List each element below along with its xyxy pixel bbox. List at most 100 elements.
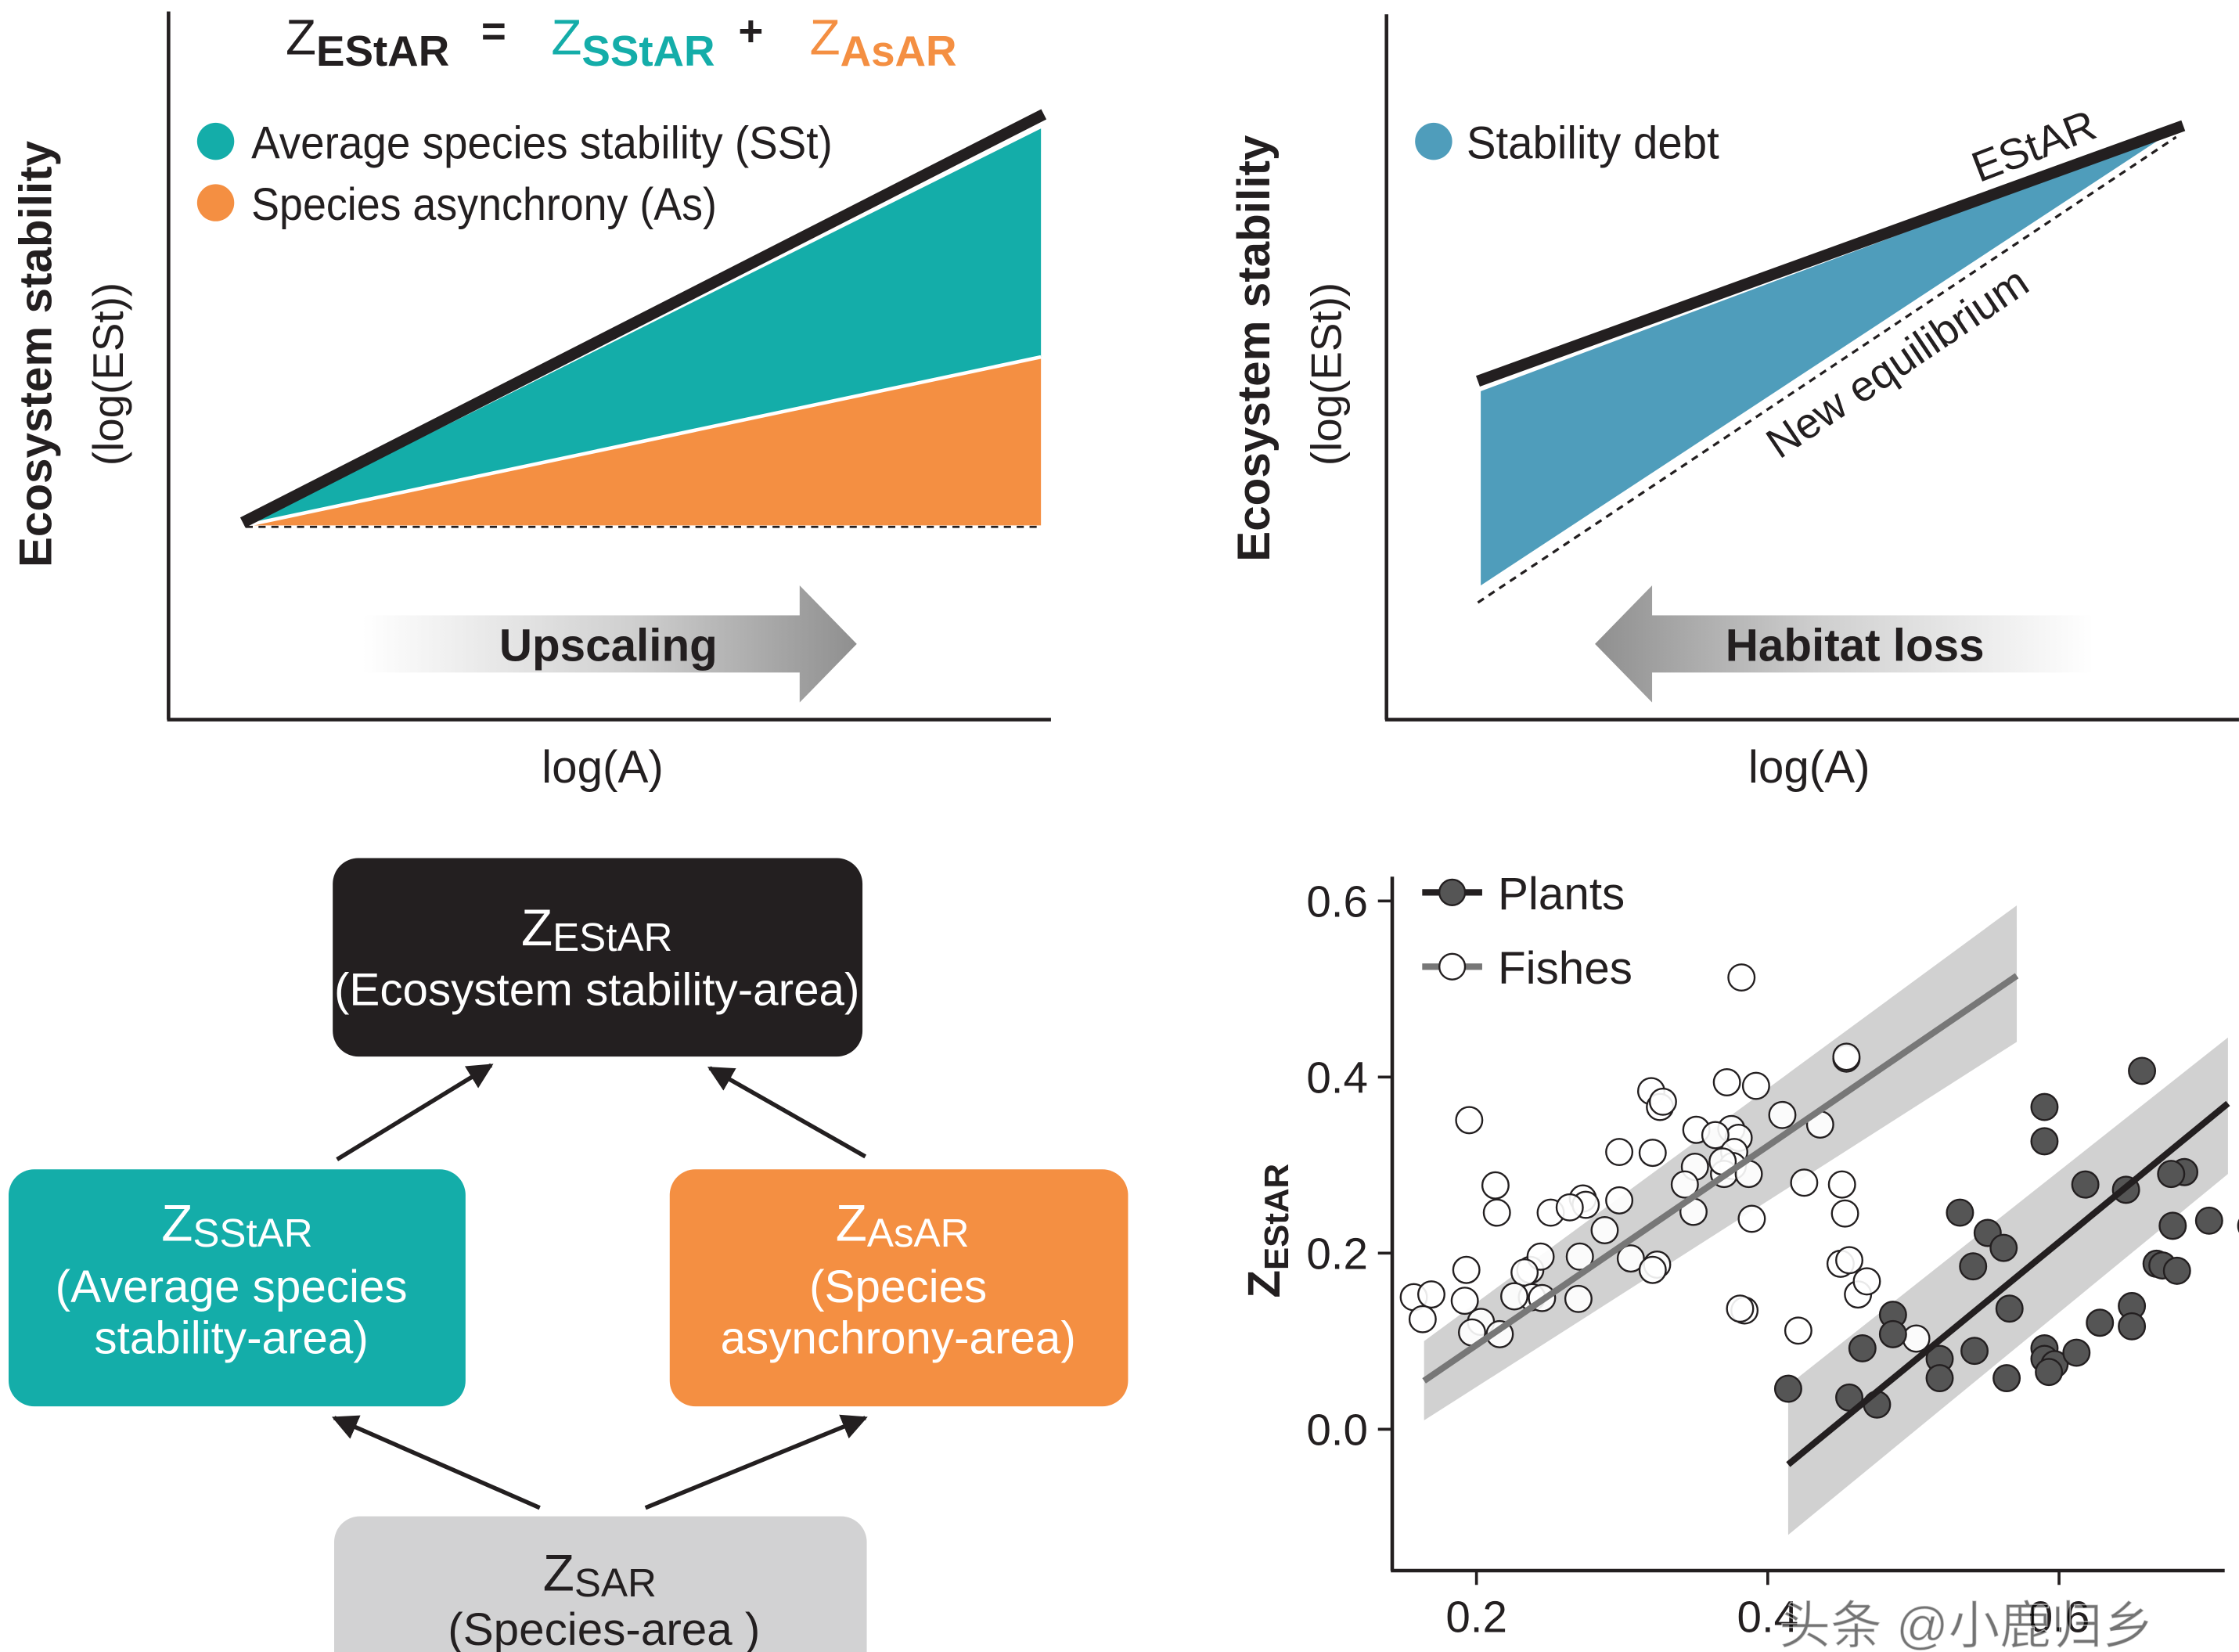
estar-box	[333, 858, 863, 1057]
plants-point	[1946, 1198, 1974, 1227]
eq-z-asar: ZAsAR	[810, 9, 957, 75]
legend-debt-label: Stability debt	[1467, 118, 1719, 169]
plants-point	[1960, 1337, 1989, 1366]
legend-fishes-label: Fishes	[1498, 943, 1632, 994]
plants-point	[2194, 1206, 2223, 1235]
panel-b: Stability debt EStAR New equilibrium Eco…	[1229, 14, 2239, 793]
eq-z-sstar: ZSStAR	[551, 9, 715, 75]
fishes-point	[1605, 1138, 1634, 1167]
plants-point	[2162, 1256, 2191, 1285]
fishes-point	[1555, 1193, 1584, 1222]
upscaling-arrow	[362, 585, 857, 703]
panel-a-ylabel: Ecosystem stability	[11, 140, 62, 567]
fishes-point	[1590, 1216, 1619, 1245]
y-tick-label: 0.6	[1306, 876, 1368, 926]
plants-point	[2035, 1358, 2064, 1387]
plants-point	[2158, 1211, 2187, 1240]
sar-box	[334, 1516, 867, 1652]
fishes-point	[1452, 1255, 1481, 1284]
fishes-point	[1741, 1071, 1770, 1100]
upscaling-label: Upscaling	[499, 621, 718, 671]
eq-z-estar: ZEStAR	[286, 9, 449, 75]
y-tick-label: 0.2	[1306, 1229, 1368, 1278]
estar-line-b	[1475, 120, 2186, 387]
plants-point	[1925, 1364, 1954, 1393]
plants-point	[1992, 1364, 2021, 1393]
axis-ticks: 0.2 0.4 0.6 0.0 0.2 0.4 0.6	[1306, 876, 2090, 1641]
fishes-point	[1712, 1068, 1741, 1096]
panel-b-xlabel: log(A)	[1748, 742, 1870, 793]
fishes-point	[1852, 1267, 1881, 1296]
legend-debt-swatch	[1415, 122, 1452, 160]
fishes-point	[1481, 1171, 1510, 1200]
sar-box-title: ZSAR	[543, 1545, 657, 1605]
fishes-point	[1408, 1305, 1437, 1333]
watermark-text: 头条 @小鹿归乡	[1779, 1597, 2154, 1652]
equilibrium-line	[1477, 135, 2177, 604]
plants-point	[2157, 1160, 2186, 1189]
fishes-point	[1701, 1121, 1730, 1150]
arrow-sar-to-sstar	[331, 1415, 541, 1510]
fishes-point	[1455, 1106, 1484, 1135]
plants-point	[1959, 1252, 1988, 1281]
plants-point	[1773, 1374, 1802, 1403]
y-tick-label: 0.0	[1306, 1405, 1368, 1454]
plants-fit-line	[1786, 1100, 2230, 1467]
panel-b-ylabel: Ecosystem stability	[1229, 135, 1280, 562]
plants-point	[2030, 1092, 2059, 1121]
fishes-point	[1638, 1255, 1667, 1284]
legend-fishes-marker	[1438, 952, 1467, 981]
fishes-point	[1638, 1139, 1667, 1168]
estar-box-desc: (Ecosystem stability-area)	[334, 964, 859, 1015]
panel-b-ylabel-sub: (log(ESt))	[1301, 283, 1350, 466]
x-tick-label: 0.4	[1737, 1592, 1799, 1641]
plants-point	[2030, 1127, 2059, 1156]
eq-plus: +	[738, 6, 763, 55]
habitat-loss-label: Habitat loss	[1726, 621, 1985, 671]
fishes-point	[1648, 1087, 1677, 1116]
fishes-point	[1500, 1282, 1528, 1311]
plants-point	[2118, 1312, 2147, 1341]
panel-d-ylabel: ZEStAR	[1239, 1164, 1296, 1298]
fishes-point	[1510, 1258, 1539, 1287]
plants-point	[2128, 1056, 2157, 1085]
arrow-asar-to-estar	[707, 1066, 867, 1159]
panel-a-ylabel-sub: (log(ESt))	[84, 283, 132, 466]
fishes-point	[1827, 1170, 1856, 1199]
fishes-point	[1450, 1287, 1479, 1315]
estar-line-a	[239, 109, 1047, 528]
sstar-box-desc-1: (Average species	[56, 1261, 408, 1312]
legend-as-label: Species asynchrony (As)	[251, 179, 717, 230]
plants-point	[1989, 1233, 2018, 1262]
fishes-point	[1737, 1204, 1766, 1233]
asar-box	[669, 1169, 1128, 1407]
sstar-box-title: ZSStAR	[161, 1195, 312, 1255]
sstar-box-desc-2: stability-area)	[94, 1313, 368, 1364]
fit-lines	[1422, 973, 2230, 1467]
fishes-point	[1726, 1294, 1755, 1323]
habitat-loss-arrow	[1595, 585, 2093, 703]
arrow-sar-to-asar	[644, 1414, 868, 1510]
fishes-point	[1417, 1280, 1445, 1309]
panel-a-xlabel: log(A)	[542, 742, 664, 793]
watermark: 头条 @小鹿归乡	[1779, 1596, 2154, 1652]
stability-debt-area	[1481, 134, 2168, 586]
fishes-point	[1784, 1316, 1812, 1345]
asar-box-title: ZAsAR	[836, 1195, 970, 1255]
fishes-point	[1832, 1042, 1861, 1071]
fishes-point	[1835, 1246, 1863, 1275]
legend-plants-marker	[1438, 878, 1467, 906]
fishes-fit-line	[1422, 973, 2019, 1384]
plants-point	[1995, 1294, 2024, 1323]
plants-point	[2062, 1338, 2091, 1367]
panel-d-chart: 0.2 0.4 0.6 0.0 0.2 0.4 0.6 ZEStAR Plants Fish…	[1239, 869, 2239, 1641]
legend-as-swatch	[196, 184, 235, 221]
legend-plants-label: Plants	[1498, 869, 1625, 920]
estar-box-title: ZEStAR	[521, 899, 672, 959]
data-points	[1399, 963, 2239, 1419]
plants-point	[2071, 1170, 2100, 1199]
plants-point	[1848, 1333, 1877, 1362]
fishes-point	[1605, 1186, 1634, 1215]
fishes-point	[1790, 1168, 1819, 1197]
